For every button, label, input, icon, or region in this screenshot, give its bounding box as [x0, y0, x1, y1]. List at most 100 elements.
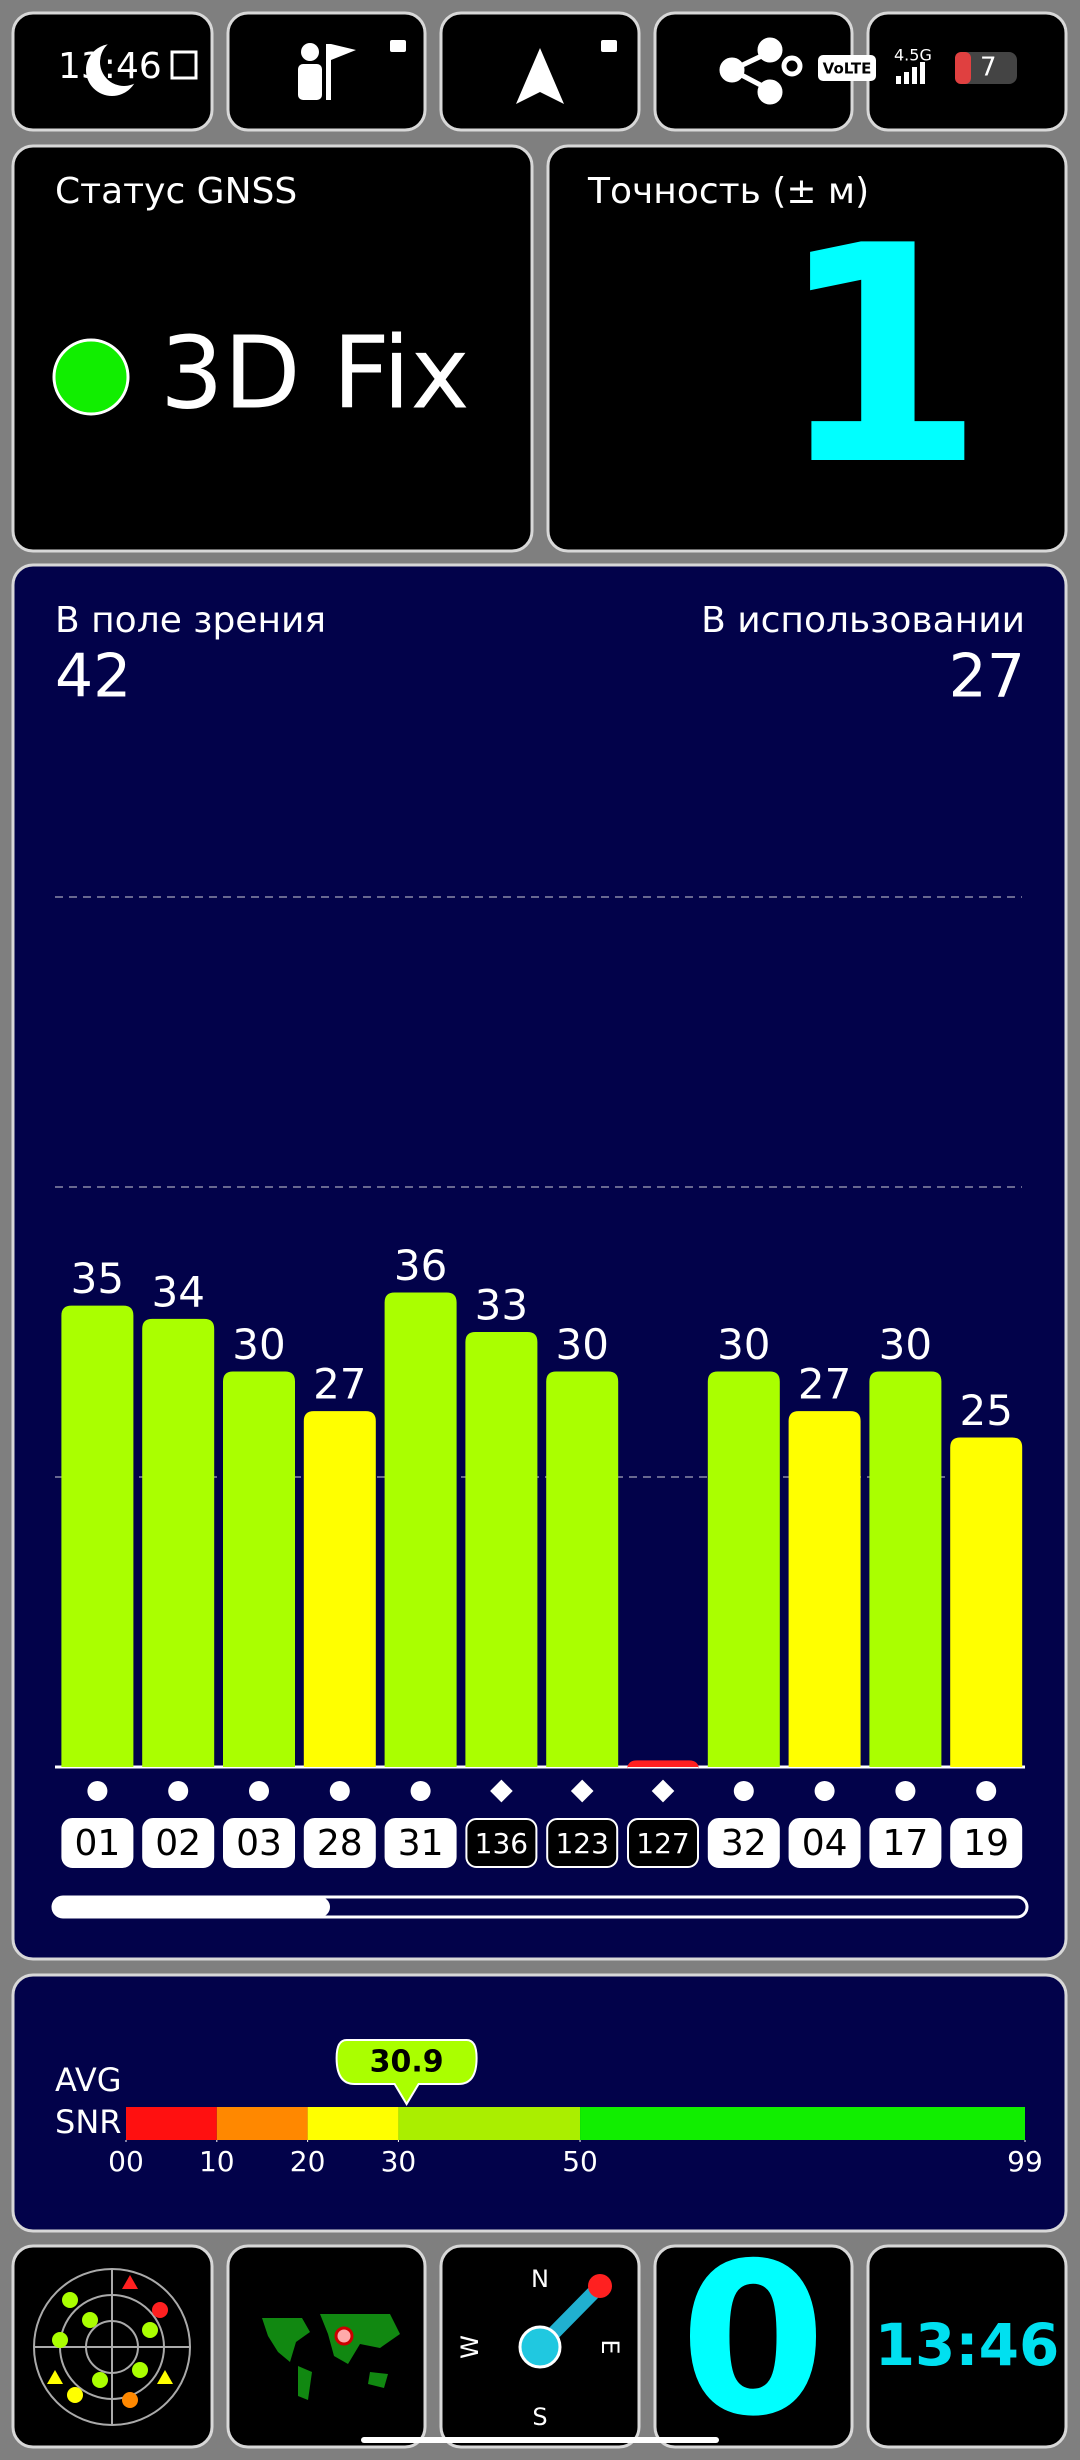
- compass-center: [518, 2325, 562, 2369]
- marker-circle: [814, 1781, 835, 1801]
- prn-box: [142, 1818, 215, 1868]
- clock: 13:46: [58, 46, 162, 87]
- snr-tick-label: 50: [562, 2145, 598, 2178]
- prn-box: [707, 1818, 780, 1868]
- marker-circle: [410, 1781, 431, 1801]
- scroll-thumb[interactable]: [53, 1897, 330, 1917]
- bar-label: 34: [151, 1267, 204, 1316]
- bar: [384, 1292, 457, 1767]
- volte: VoLTE: [823, 60, 872, 78]
- accuracy-label: Точность (± м): [587, 171, 869, 212]
- bar: [465, 1332, 538, 1767]
- battery-level: [955, 52, 971, 84]
- marker-circle: [87, 1781, 108, 1801]
- volte-badge: [818, 55, 876, 81]
- map-tile[interactable]: [226, 2244, 427, 2449]
- compass-s: S: [532, 2403, 547, 2431]
- prn-box: [788, 1818, 861, 1868]
- signal-icon: [896, 62, 925, 84]
- bar: [142, 1318, 215, 1767]
- prn-label: 01: [74, 1823, 120, 1864]
- prn-label: 123: [555, 1827, 608, 1860]
- in-view: 42: [55, 642, 131, 712]
- prn-box: [627, 1818, 699, 1868]
- bar-label: 27: [798, 1360, 851, 1409]
- prn-box: [303, 1818, 376, 1868]
- bar: [869, 1371, 942, 1767]
- bar: [223, 1371, 295, 1767]
- compass-e: E: [596, 2339, 624, 2354]
- prn-label: 17: [882, 1823, 928, 1864]
- snr-segment: [307, 2107, 399, 2140]
- clock-tile[interactable]: [866, 2244, 1068, 2449]
- marker-diamond: [570, 1779, 594, 1803]
- prn-box: [465, 1818, 538, 1868]
- snr-panel: [11, 1973, 1068, 2233]
- share-icon: [719, 37, 803, 105]
- prn-label: 136: [475, 1827, 528, 1860]
- marker-circle: [168, 1781, 189, 1801]
- bar: [546, 1371, 619, 1767]
- bar-label: 30: [232, 1320, 285, 1369]
- nav-handle[interactable]: [361, 2437, 719, 2443]
- prn-label: 127: [636, 1827, 689, 1860]
- prn-label: 02: [155, 1823, 201, 1864]
- avg-label: AVG: [55, 2061, 122, 2099]
- compass-target: [588, 2274, 612, 2298]
- prn-label: 03: [236, 1823, 282, 1864]
- prn-box: [546, 1818, 619, 1868]
- world-map: [262, 2314, 400, 2400]
- bar-label: 35: [71, 1254, 124, 1303]
- compass-n: N: [531, 2265, 549, 2293]
- compass-w: W: [456, 2335, 484, 2359]
- bar-label: 36: [394, 1241, 447, 1290]
- moon-icon: [100, 38, 148, 86]
- in-view-label: В поле зрения: [55, 600, 326, 641]
- prn-box: [61, 1818, 134, 1868]
- fix-indicator: [52, 338, 130, 416]
- snr-tick-label: 30: [381, 2145, 417, 2178]
- snr-tick-label: 20: [290, 2145, 326, 2178]
- bar: [627, 1760, 699, 1771]
- gnss-value: 3D Fix: [160, 314, 470, 431]
- clock-large: 13:46: [875, 2311, 1060, 2379]
- prn-label: 28: [317, 1823, 363, 1864]
- snr-segment: [580, 2107, 1025, 2140]
- bar: [950, 1437, 1023, 1767]
- copy-icon: [170, 50, 198, 80]
- bar: [707, 1371, 780, 1767]
- network: 4.5G: [894, 46, 932, 65]
- status-panel: [11, 144, 534, 553]
- accuracy-panel: [546, 144, 1068, 553]
- speed-tile[interactable]: [653, 2244, 854, 2449]
- person-flag-icon: [298, 40, 406, 100]
- lock-icon: [601, 40, 617, 52]
- avg-value: 30.9: [370, 2045, 444, 2080]
- bar-label: 27: [313, 1360, 366, 1409]
- navigation-icon: [516, 48, 564, 104]
- in-use: 27: [949, 642, 1025, 712]
- prn-label: 31: [398, 1823, 444, 1864]
- grid: [55, 896, 1022, 1478]
- marker-circle: [733, 1781, 754, 1801]
- prn-label: 32: [721, 1823, 767, 1864]
- prn-label: 19: [963, 1823, 1009, 1864]
- marker-diamond: [490, 1779, 513, 1803]
- marker-circle: [976, 1781, 997, 1801]
- snr-segment: [216, 2107, 308, 2140]
- gnss-label: Статус GNSS: [55, 171, 297, 212]
- snr-segment: [398, 2107, 581, 2140]
- bar-label: 30: [717, 1320, 770, 1369]
- prn-box: [384, 1818, 457, 1868]
- radar-satellites: [47, 2275, 173, 2408]
- prn-box: [223, 1818, 295, 1868]
- marker-circle: [249, 1781, 269, 1801]
- prn-label: 04: [802, 1823, 848, 1864]
- snr-tick-label: 99: [1007, 2145, 1043, 2178]
- accuracy-value: 1: [776, 182, 985, 531]
- battery-text: 7: [980, 53, 997, 83]
- in-use-label: В использовании: [701, 600, 1025, 641]
- radar: [33, 2268, 191, 2426]
- snr-tick-label: 10: [199, 2145, 235, 2178]
